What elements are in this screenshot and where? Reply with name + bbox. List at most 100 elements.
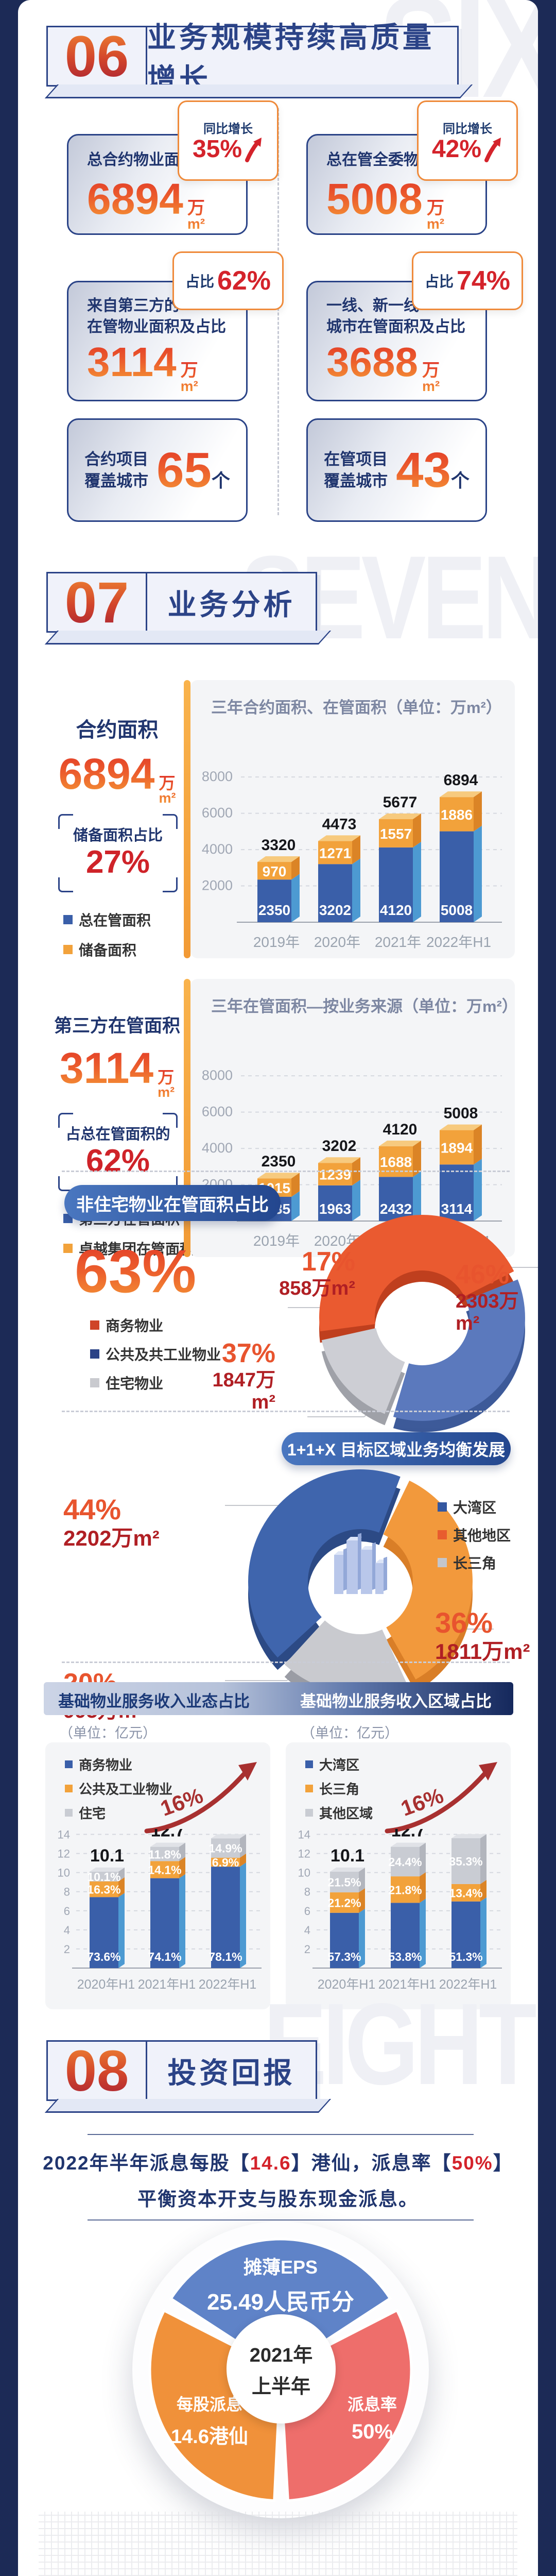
legend-label: 卓越集团在管面积 [79, 1238, 194, 1259]
svg-text:2: 2 [64, 1943, 70, 1956]
badge-value: 62% [217, 265, 271, 296]
up-arrow-icon [245, 137, 262, 162]
svg-text:57.3%: 57.3% [327, 1950, 361, 1963]
income-region-bar-chart: 2 4 6 8 10 12 14 10.1 57.3% 21.2% 21.5% 2020年H1 12.7… [298, 1829, 502, 1992]
stat-label: 合约面积 [76, 719, 159, 741]
content-card: SIX 06 业务规模持续高质量增长 同比增长 35% 同比增长 42% 总合约… [18, 0, 538, 2576]
legend-label: 长三角 [453, 1555, 497, 1571]
stat-card-value: 3688 [326, 339, 418, 385]
stat-card-managed-cities: 在管项目 覆盖城市 43个 [306, 418, 487, 522]
svg-text:14: 14 [298, 1829, 310, 1841]
legend-label: 大湾区 [319, 1757, 360, 1773]
svg-text:4000: 4000 [202, 1140, 233, 1156]
income-header-left: 基础物业服务收入业态占比 [58, 1692, 250, 1710]
svg-text:1557: 1557 [380, 826, 412, 842]
yoy-badge-contract: 同比增长 35% [178, 100, 279, 181]
svg-text:5677: 5677 [383, 794, 418, 811]
svg-text:2350: 2350 [258, 902, 290, 918]
svg-text:1271: 1271 [319, 845, 351, 861]
stat-card-thirdparty-area: 来自第三方的 在管物业面积及占比 3114 万 m² [67, 281, 248, 401]
stat-card-label: 来自第三方的 在管物业面积及占比 [87, 297, 226, 335]
income-header-right: 基础物业服务收入区域占比 [300, 1692, 492, 1710]
dividend-statement-line1: 2022年半年派息每股【14.6】港仙，派息率【50%】 [43, 2153, 513, 2174]
dot-grid-texture [39, 2512, 517, 2576]
legend-swatch [305, 1760, 313, 1768]
legend-swatch [438, 1530, 447, 1539]
income-header-bar: 基础物业服务收入业态占比 基础物业服务收入区域占比 [44, 1682, 513, 1715]
income-type-chart-card: 商务物业 公共及工业物业 住宅 16% 2 4 6 8 10 12 14 10.1 73.6% 1… [45, 1742, 270, 2009]
svg-text:2021年: 2021年 [375, 934, 421, 950]
section07-number: 07 [48, 570, 147, 635]
legend-label: 住宅 [79, 1806, 106, 1821]
svg-text:1963: 1963 [319, 1201, 351, 1217]
income-region-legend: 大湾区 长三角 其他区域 [305, 1755, 373, 1832]
svg-text:5008: 5008 [444, 1105, 478, 1122]
stat-card-value: 3114 [87, 339, 177, 385]
stat-card-value: 43 [396, 442, 451, 498]
share-badge-tier1: 占比 74% [412, 251, 523, 310]
svg-text:2020年: 2020年 [314, 934, 360, 950]
legend-swatch [63, 945, 73, 954]
svg-text:2432: 2432 [380, 1201, 412, 1217]
svg-text:6.9%: 6.9% [212, 1856, 239, 1869]
svg-text:24.4%: 24.4% [388, 1855, 422, 1869]
reserve-share-bracket: 储备面积占比 27% [58, 814, 178, 892]
svg-text:2: 2 [304, 1943, 310, 1956]
section07-header: 07 业务分析 [46, 570, 317, 635]
svg-text:8: 8 [64, 1886, 70, 1899]
chart-accent-stripe [184, 680, 190, 958]
stat-card-label: 一线、新一线 城市在管面积及占比 [326, 297, 465, 335]
svg-text:2022年H1: 2022年H1 [199, 1977, 257, 1992]
legend-swatch [90, 1378, 99, 1387]
svg-text:6894: 6894 [444, 772, 478, 789]
pie-label-eps: 摊薄EPS 25.49人民币分 [206, 2257, 355, 2315]
svg-text:2019年: 2019年 [253, 934, 300, 950]
stat-card-value: 6894 [87, 174, 183, 223]
nonres-pill: 非住宅物业在管面积占比 [64, 1185, 281, 1221]
legend-label: 储备面积 [79, 942, 137, 958]
badge-value: 74% [456, 265, 511, 296]
svg-text:2020年H1: 2020年H1 [318, 1977, 376, 1992]
contract-area-stat: 合约面积 6894 万 m² [49, 716, 185, 805]
svg-text:4: 4 [64, 1924, 70, 1937]
svg-text:10.1: 10.1 [331, 1846, 364, 1866]
donut2-label-gba: 44% 2202万m² [63, 1493, 160, 1551]
svg-text:1894: 1894 [441, 1140, 473, 1156]
legend-swatch [305, 1809, 313, 1817]
section06-title: 业务规模持续高质量增长 [147, 21, 435, 95]
region-pill: 1+1+X 目标区域业务均衡发展 [282, 1432, 511, 1465]
separator-3 [62, 1662, 510, 1663]
region-legend: 大湾区 其他地区 长三角 [438, 1497, 511, 1582]
legend-label: 长三角 [319, 1782, 360, 1797]
chartA-legend: 总在管面积 储备面积 [63, 909, 151, 969]
legend-swatch [305, 1785, 313, 1792]
legend-swatch [90, 1349, 99, 1359]
donut2-label-other: 36% 1811万m² [435, 1606, 530, 1664]
income-region-chart-card: 大湾区 长三角 其他区域 16% 2 4 6 8 10 12 14 10.1 57.3% 21.2… [286, 1742, 511, 2009]
income-type-bar-chart: 2 4 6 8 10 12 14 10.1 73.6% 16.3%10.1% 2020年H1 12.7… [58, 1829, 262, 1992]
svg-text:35.3%: 35.3% [449, 1855, 482, 1868]
quote-rule-top [88, 2134, 474, 2135]
income-unit-left: （单位：亿元） [59, 1725, 157, 1741]
svg-text:8000: 8000 [202, 1067, 233, 1083]
svg-text:21.2%: 21.2% [327, 1896, 361, 1910]
pie-label-payout: 派息率 50% [347, 2395, 397, 2443]
legend-swatch [438, 1502, 447, 1512]
svg-text:13.6: 13.6 [212, 1829, 246, 1832]
income-type-legend: 商务物业 公共及工业物业 住宅 [65, 1755, 172, 1832]
svg-text:10.1%: 10.1% [87, 1870, 120, 1884]
badge-value: 35% [192, 135, 242, 163]
donut1-label-public-industrial: 37% 1847万m² [212, 1338, 275, 1414]
contract-area-bar-chart: 2000 4000 6000 8000 3320 2350 970 2019年 4473 3202… [202, 769, 502, 950]
svg-text:6000: 6000 [202, 805, 233, 821]
growth-arrow [144, 1762, 257, 1834]
badge-label: 占比 [185, 274, 214, 290]
svg-text:12: 12 [298, 1848, 310, 1860]
stat-card-unit: 个 [450, 469, 470, 491]
legend-label: 住宅物业 [106, 1376, 164, 1392]
svg-text:2019年: 2019年 [253, 1233, 300, 1249]
stat-card-label: 合约项目 覆盖城市 [84, 450, 149, 490]
legend-swatch [65, 1809, 73, 1817]
nonres-big-pct: 63% [75, 1238, 197, 1306]
yoy-badge-managed: 同比增长 42% [417, 100, 518, 181]
